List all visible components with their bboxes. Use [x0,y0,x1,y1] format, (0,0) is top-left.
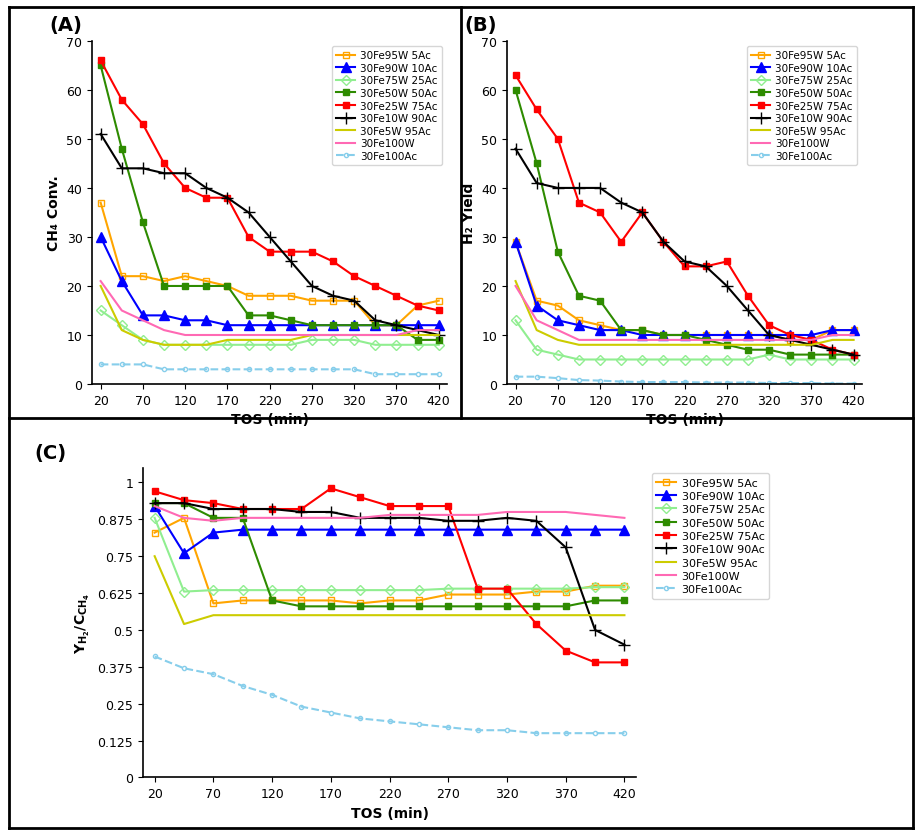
Legend: 30Fe95W 5Ac, 30Fe90W 10Ac, 30Fe75W 25Ac, 30Fe50W 50Ac, 30Fe25W 75Ac, 30Fe10W 90A: 30Fe95W 5Ac, 30Fe90W 10Ac, 30Fe75W 25Ac,… [652,474,769,599]
Text: (C): (C) [34,443,66,462]
Legend: 30Fe95W 5Ac, 30Fe90W 10Ac, 30Fe75W 25Ac, 30Fe50W 50Ac, 30Fe25W 75Ac, 30Fe10W 90A: 30Fe95W 5Ac, 30Fe90W 10Ac, 30Fe75W 25Ac,… [747,47,857,166]
Legend: 30Fe95W 5Ac, 30Fe90W 10Ac, 30Fe75W 25Ac, 30Fe50W 50Ac, 30Fe25W 75Ac, 30Fe10W 90A: 30Fe95W 5Ac, 30Fe90W 10Ac, 30Fe75W 25Ac,… [332,47,442,166]
Y-axis label: $\mathregular{Y_{H_2}/C_{CH_4}}$: $\mathregular{Y_{H_2}/C_{CH_4}}$ [74,592,91,654]
X-axis label: TOS (min): TOS (min) [645,413,724,427]
X-axis label: TOS (min): TOS (min) [350,806,429,820]
X-axis label: TOS (min): TOS (min) [230,413,309,427]
Y-axis label: H₂ Yield: H₂ Yield [462,182,476,244]
Y-axis label: CH₄ Conv.: CH₄ Conv. [47,176,61,251]
Text: (B): (B) [465,16,497,35]
Text: (A): (A) [50,16,82,35]
